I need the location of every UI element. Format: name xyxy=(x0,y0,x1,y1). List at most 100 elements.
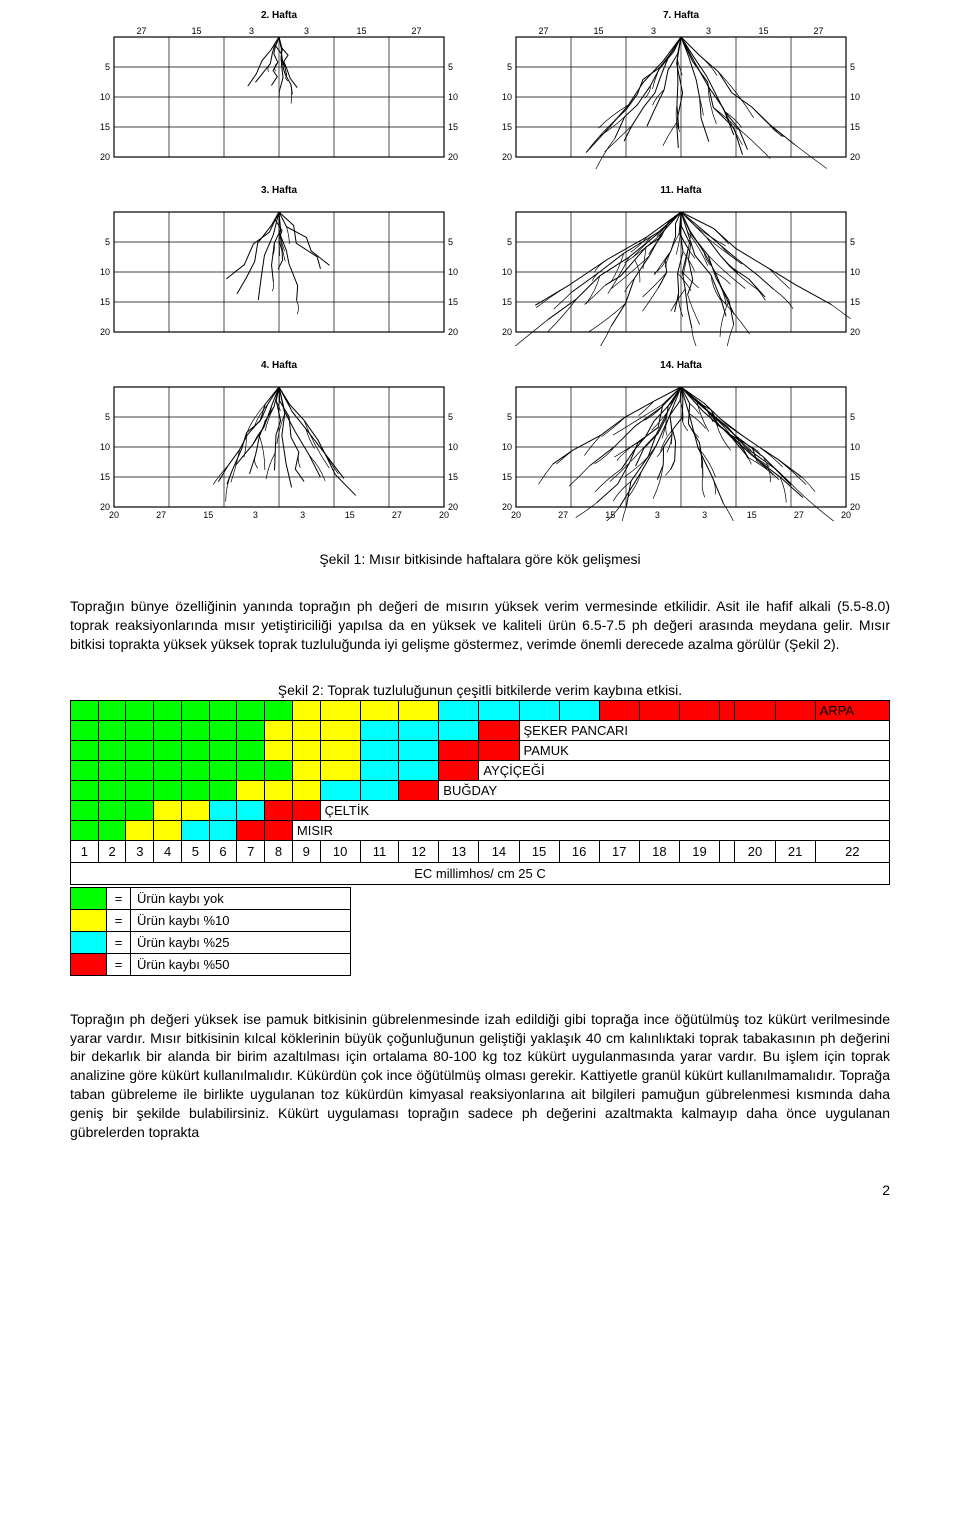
ec-value: 21 xyxy=(775,840,815,862)
svg-text:5: 5 xyxy=(850,237,855,247)
svg-text:20: 20 xyxy=(850,502,860,512)
root-row: 2. Hafta5101520510152027153315277. Hafta… xyxy=(70,10,890,171)
ec-value: 6 xyxy=(209,840,237,862)
svg-text:20: 20 xyxy=(109,510,119,520)
salinity-cell xyxy=(720,700,735,720)
salinity-cell xyxy=(320,740,360,760)
root-row: 4. Hafta510152051015202027153315272014. … xyxy=(70,360,890,521)
svg-text:15: 15 xyxy=(448,122,458,132)
salinity-cell xyxy=(126,800,154,820)
root-panel: 7. Hafta510152051015202715331527 xyxy=(494,10,868,171)
salinity-cell xyxy=(479,720,519,740)
svg-text:20: 20 xyxy=(841,510,851,520)
ec-value: 18 xyxy=(639,840,679,862)
root-growth-figure: 2. Hafta5101520510152027153315277. Hafta… xyxy=(70,10,890,521)
legend-row: =Ürün kaybı yok xyxy=(71,887,351,909)
svg-text:3: 3 xyxy=(300,510,305,520)
root-panel-svg: 510152051015202715331527 xyxy=(494,23,868,171)
crop-label: BUĞDAY xyxy=(439,780,890,800)
svg-text:10: 10 xyxy=(100,267,110,277)
ec-value: 11 xyxy=(360,840,398,862)
salinity-cell xyxy=(360,700,398,720)
crop-label: ÇELTİK xyxy=(320,800,889,820)
salinity-cell xyxy=(126,720,154,740)
salinity-cell xyxy=(292,720,320,740)
salinity-cell xyxy=(181,780,209,800)
svg-text:10: 10 xyxy=(448,92,458,102)
svg-text:15: 15 xyxy=(448,472,458,482)
salinity-cell xyxy=(479,700,519,720)
svg-text:20: 20 xyxy=(850,327,860,337)
svg-text:20: 20 xyxy=(448,502,458,512)
salinity-cell xyxy=(320,700,360,720)
svg-text:27: 27 xyxy=(813,26,823,36)
legend-text: Ürün kaybı yok xyxy=(131,887,351,909)
svg-text:3: 3 xyxy=(249,26,254,36)
salinity-cell xyxy=(181,720,209,740)
salinity-cell xyxy=(360,780,398,800)
ec-label-row: EC millimhos/ cm 25 C xyxy=(71,862,890,884)
legend-swatch xyxy=(71,953,107,975)
svg-text:15: 15 xyxy=(850,472,860,482)
salinity-cell xyxy=(265,820,293,840)
ec-value: 14 xyxy=(479,840,519,862)
svg-text:27: 27 xyxy=(558,510,568,520)
legend-swatch xyxy=(71,887,107,909)
root-panel-svg: 5101520510152020271533152720 xyxy=(494,373,868,521)
salinity-cell xyxy=(154,800,182,820)
root-panel-svg: 5101520510152020271533152720 xyxy=(92,373,466,521)
salinity-cell xyxy=(320,760,360,780)
svg-text:15: 15 xyxy=(605,510,615,520)
salinity-cell xyxy=(181,700,209,720)
ec-value: 16 xyxy=(559,840,599,862)
page-number: 2 xyxy=(70,1182,890,1198)
salinity-cell xyxy=(479,740,519,760)
ec-value: 10 xyxy=(320,840,360,862)
svg-text:3: 3 xyxy=(651,26,656,36)
salinity-row: ARPA xyxy=(71,700,890,720)
salinity-cell xyxy=(181,760,209,780)
ec-value: 17 xyxy=(599,840,639,862)
salinity-cell xyxy=(265,720,293,740)
salinity-cell xyxy=(399,720,439,740)
salinity-cell xyxy=(265,700,293,720)
ec-value: 2 xyxy=(98,840,126,862)
ec-value: 8 xyxy=(265,840,293,862)
salinity-cell xyxy=(154,780,182,800)
ec-value: 19 xyxy=(679,840,719,862)
salinity-cell xyxy=(439,700,479,720)
svg-text:27: 27 xyxy=(156,510,166,520)
ec-value: 12 xyxy=(399,840,439,862)
svg-text:5: 5 xyxy=(448,62,453,72)
svg-text:10: 10 xyxy=(100,442,110,452)
salinity-cell xyxy=(639,700,679,720)
svg-text:15: 15 xyxy=(191,26,201,36)
svg-text:3: 3 xyxy=(304,26,309,36)
salinity-cell xyxy=(71,740,99,760)
salinity-cell xyxy=(292,800,320,820)
legend-swatch xyxy=(71,909,107,931)
salinity-cell xyxy=(519,700,559,720)
svg-text:10: 10 xyxy=(850,92,860,102)
salinity-cell xyxy=(209,760,237,780)
paragraph-1: Toprağın bünye özelliğinin yanında topra… xyxy=(70,597,890,654)
salinity-cell xyxy=(320,780,360,800)
svg-text:27: 27 xyxy=(538,26,548,36)
salinity-cell xyxy=(292,780,320,800)
salinity-cell xyxy=(71,720,99,740)
root-row: 3. Hafta5101520510152011. Hafta510152051… xyxy=(70,185,890,346)
salinity-cell xyxy=(320,720,360,740)
salinity-row: BUĞDAY xyxy=(71,780,890,800)
svg-text:15: 15 xyxy=(203,510,213,520)
salinity-cell xyxy=(181,820,209,840)
salinity-cell xyxy=(71,700,99,720)
svg-text:15: 15 xyxy=(850,297,860,307)
salinity-cell xyxy=(237,740,265,760)
salinity-cell xyxy=(265,740,293,760)
salinity-cell xyxy=(98,820,126,840)
salinity-cell xyxy=(265,800,293,820)
salinity-cell xyxy=(399,780,439,800)
svg-text:15: 15 xyxy=(502,297,512,307)
ec-value: 5 xyxy=(181,840,209,862)
legend-row: =Ürün kaybı %25 xyxy=(71,931,351,953)
